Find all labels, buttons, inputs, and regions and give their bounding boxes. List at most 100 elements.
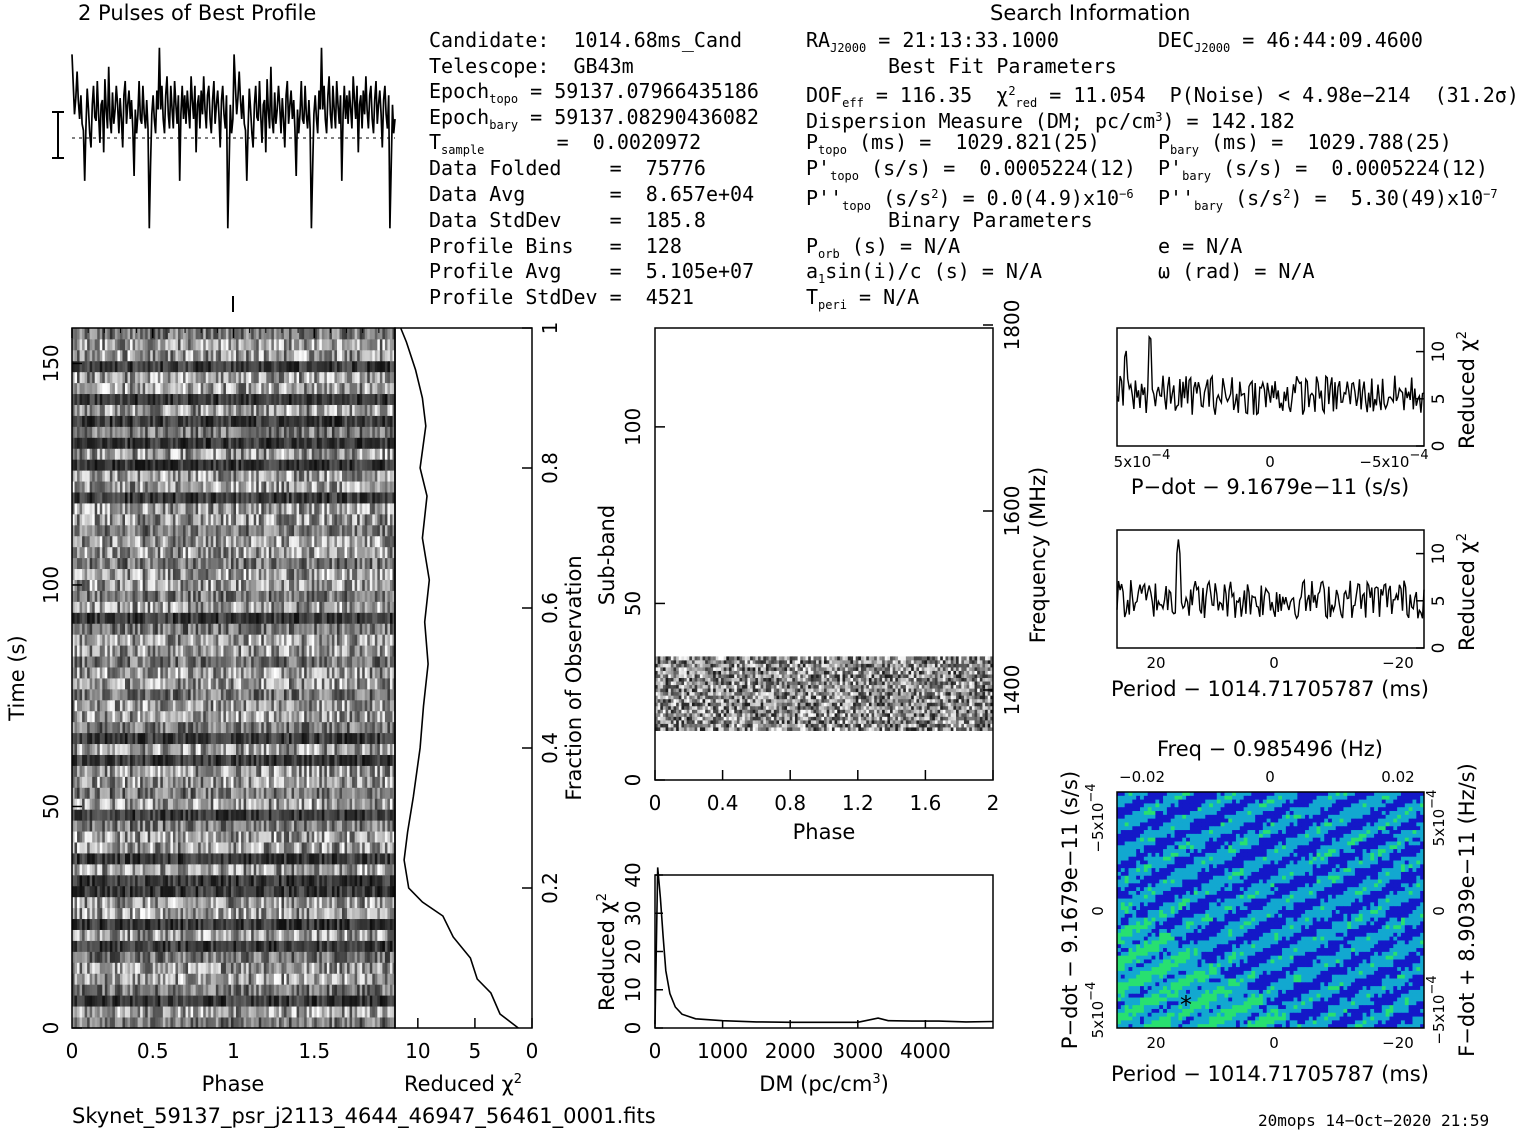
time-phase-pixel bbox=[82, 710, 86, 723]
time-phase-pixel bbox=[195, 907, 199, 920]
profile-bins-text: Profile Bins = 128 bbox=[429, 234, 682, 258]
time-phase-pixel bbox=[347, 940, 351, 952]
time-phase-pixel bbox=[251, 699, 255, 712]
time-phase-pixel bbox=[230, 973, 235, 985]
time-phase-pixel bbox=[334, 896, 338, 909]
time-phase-pixel bbox=[150, 678, 154, 690]
time-phase-pixel bbox=[304, 995, 308, 1007]
time-phase-pixel bbox=[253, 984, 257, 996]
time-phase-pixel bbox=[200, 907, 204, 920]
time-phase-pixel bbox=[233, 743, 237, 755]
time-phase-pixel bbox=[342, 918, 346, 930]
time-phase-pixel bbox=[172, 973, 177, 985]
time-phase-pixel bbox=[109, 732, 113, 745]
time-phase-pixel bbox=[236, 678, 240, 690]
time-phase-pixel bbox=[135, 1017, 139, 1029]
time-phase-pixel bbox=[349, 874, 353, 887]
time-phase-pixel bbox=[382, 721, 386, 734]
time-phase-pixel bbox=[112, 645, 116, 657]
time-phase-pixel bbox=[296, 929, 300, 941]
time-phase-pixel bbox=[142, 601, 146, 613]
time-phase-pixel bbox=[87, 973, 91, 985]
time-phase-pixel bbox=[251, 787, 255, 799]
time-phase-pixel bbox=[87, 634, 91, 646]
time-phase-pixel bbox=[72, 688, 76, 701]
time-phase-pixel bbox=[157, 1006, 161, 1018]
time-phase-pixel bbox=[72, 907, 76, 920]
time-phase-pixel bbox=[150, 623, 154, 635]
time-phase-pixel bbox=[276, 831, 280, 843]
time-phase-pixel bbox=[256, 874, 260, 887]
time-phase-pixel bbox=[220, 732, 224, 745]
time-phase-pixel bbox=[374, 699, 378, 712]
time-phase-pixel bbox=[258, 1006, 262, 1018]
time-phase-pixel bbox=[384, 678, 389, 690]
time-phase-pixel bbox=[92, 940, 96, 952]
time-phase-pixel bbox=[228, 656, 232, 668]
time-phase-pixel bbox=[273, 863, 277, 876]
time-phase-pixel bbox=[220, 918, 224, 930]
time-phase-pixel bbox=[258, 896, 262, 909]
time-phase-pixel bbox=[268, 940, 272, 952]
time-phase-pixel bbox=[165, 973, 169, 985]
time-phase-pixel bbox=[362, 667, 366, 679]
time-phase-pixel bbox=[94, 918, 98, 930]
time-phase-pixel bbox=[347, 863, 351, 876]
time-phase-pixel bbox=[268, 907, 272, 920]
time-phase-pixel bbox=[160, 962, 164, 974]
time-phase-pixel bbox=[82, 896, 86, 909]
time-phase-pixel bbox=[342, 842, 346, 854]
time-phase-pixel bbox=[117, 787, 121, 799]
time-phase-pixel bbox=[114, 863, 119, 876]
time-phase-pixel bbox=[94, 885, 98, 898]
time-phase-pixel bbox=[82, 842, 86, 854]
time-phase-pixel bbox=[119, 710, 124, 723]
time-phase-pixel bbox=[77, 1017, 81, 1029]
time-phase-pixel bbox=[177, 831, 182, 843]
time-phase-pixel bbox=[198, 896, 202, 909]
time-phase-pixel bbox=[281, 732, 285, 745]
time-phase-pixel bbox=[377, 863, 381, 876]
time-phase-pixel bbox=[336, 831, 341, 843]
time-phase-pixel bbox=[248, 1006, 252, 1018]
time-phase-pixel bbox=[162, 962, 166, 974]
time-phase-pixel bbox=[84, 754, 88, 766]
time-phase-pixel bbox=[157, 896, 161, 909]
time-phase-pixel bbox=[175, 612, 179, 624]
time-phase-pixel bbox=[220, 907, 224, 920]
time-phase-pixel bbox=[379, 765, 383, 777]
time-phase-pixel bbox=[162, 940, 166, 952]
time-phase-pixel bbox=[132, 765, 136, 777]
time-phase-pixel bbox=[165, 688, 169, 701]
time-phase-pixel bbox=[258, 929, 262, 941]
time-phase-pixel bbox=[99, 820, 103, 832]
time-phase-pixel bbox=[188, 984, 192, 996]
time-phase-pixel bbox=[278, 699, 283, 712]
time-phase-pixel bbox=[145, 765, 149, 777]
time-phase-pixel bbox=[162, 1006, 166, 1018]
time-phase-pixel bbox=[165, 940, 169, 952]
time-phase-pixel bbox=[347, 645, 351, 657]
time-phase-pixel bbox=[99, 951, 103, 963]
time-phase-pixel bbox=[157, 623, 161, 635]
time-phase-pixel bbox=[367, 732, 371, 745]
time-phase-pixel bbox=[248, 973, 252, 985]
time-phase-pixel bbox=[218, 678, 222, 690]
time-phase-pixel bbox=[142, 798, 146, 810]
time-phase-pixel bbox=[109, 940, 113, 952]
time-phase-pixel bbox=[193, 710, 197, 723]
time-phase-pixel bbox=[185, 1006, 189, 1018]
time-phase-pixel bbox=[243, 645, 247, 657]
time-phase-pixel bbox=[243, 809, 247, 821]
time-phase-pixel bbox=[114, 984, 119, 996]
time-phase-pixel bbox=[150, 732, 154, 745]
time-phase-pixel bbox=[140, 918, 144, 930]
time-phase-pixel bbox=[185, 743, 189, 755]
time-phase-pixel bbox=[162, 973, 166, 985]
time-phase-pixel bbox=[137, 732, 141, 745]
time-phase-pixel bbox=[170, 918, 174, 930]
time-phase-pixel bbox=[177, 940, 182, 952]
time-phase-pixel bbox=[246, 699, 250, 712]
time-phase-pixel bbox=[266, 918, 270, 930]
time-phase-pixel bbox=[130, 1006, 134, 1018]
